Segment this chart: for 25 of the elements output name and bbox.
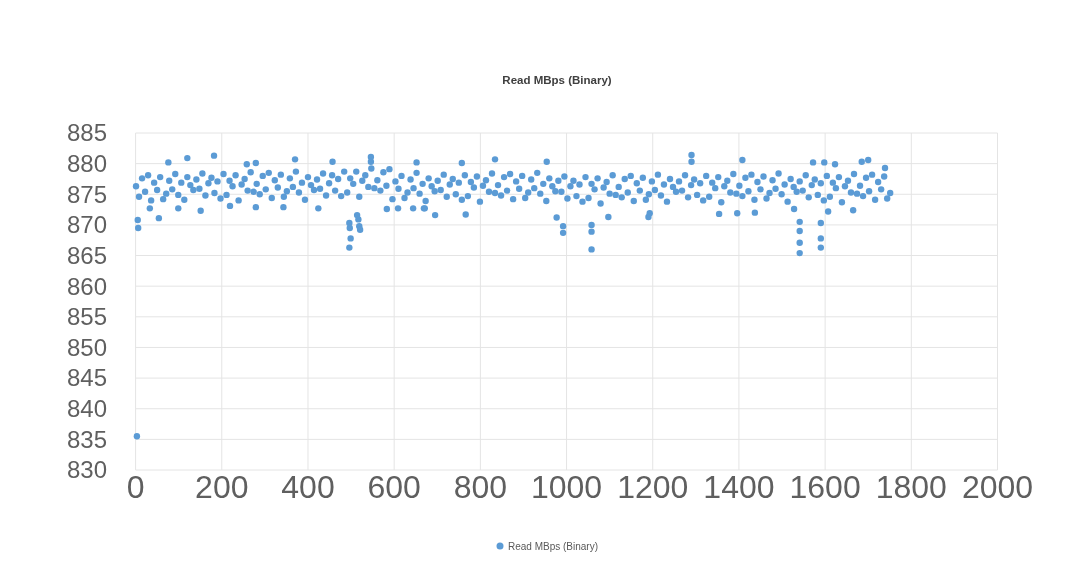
x-tick-label: 400 <box>281 469 335 505</box>
x-tick-label: 1200 <box>617 469 689 505</box>
y-tick-label: 835 <box>66 425 107 453</box>
x-tick-label: 200 <box>195 469 249 505</box>
y-tick-label: 840 <box>66 395 107 423</box>
y-tick-label: 870 <box>66 211 107 239</box>
y-tick-label: 830 <box>66 456 107 484</box>
y-tick-label: 850 <box>66 333 107 361</box>
chart-title: Read MBps (Binary) <box>502 74 612 86</box>
y-tick-label: 875 <box>66 180 107 208</box>
x-tick-label: 1000 <box>530 469 603 505</box>
x-tick-label: 600 <box>367 469 421 505</box>
y-tick-label: 860 <box>66 272 107 300</box>
x-tick-label: 1800 <box>875 469 947 505</box>
y-tick-label: 885 <box>66 119 107 147</box>
x-tick-label: 0 <box>126 469 145 505</box>
y-tick-label: 865 <box>66 241 107 269</box>
x-tick-label: 1400 <box>703 469 775 505</box>
x-tick-label: 800 <box>453 469 508 505</box>
x-tick-label: 2000 <box>961 469 1034 505</box>
y-tick-label: 845 <box>66 364 107 392</box>
x-tick-label: 1600 <box>789 469 861 505</box>
y-tick-label: 880 <box>66 150 107 178</box>
y-tick-label: 855 <box>66 303 107 331</box>
legend-label: Read MBps (Binary) <box>508 540 599 552</box>
